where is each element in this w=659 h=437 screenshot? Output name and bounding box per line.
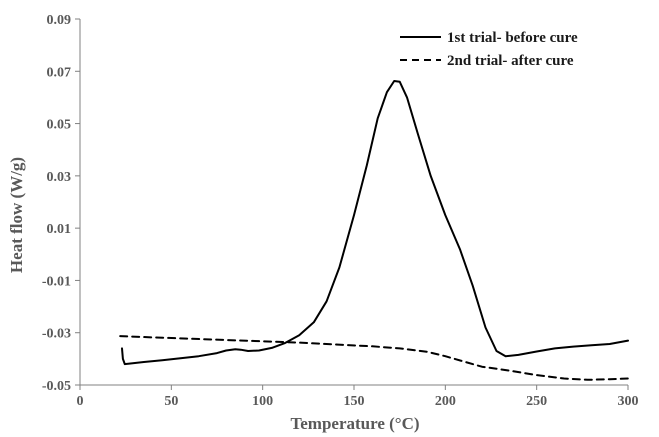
x-tick-label: 150 (344, 394, 365, 409)
legend-label-before-cure: 1st trial- before cure (447, 30, 578, 46)
y-tick-label: -0.05 (42, 379, 71, 394)
x-tick-label: 100 (252, 394, 273, 409)
x-axis-title: Temperature (°C) (290, 414, 419, 433)
y-tick-label: 0.03 (47, 170, 72, 185)
y-tick-label: 0.09 (47, 13, 72, 28)
legend-label-after-cure: 2nd trial- after cure (447, 53, 574, 69)
chart-axes: 0 50 100 150 200 250 300 -0.05 -0.03 -0.01 0.01 0.0… (42, 13, 639, 409)
x-tick-label: 50 (164, 394, 178, 409)
y-tick-label: -0.01 (42, 274, 71, 289)
y-axis-title: Heat flow (W/g) (7, 157, 26, 273)
x-tick-label: 250 (526, 394, 547, 409)
series-line-before-cure (121, 80, 629, 366)
chart-legend: 1st trial- before cure 2nd trial- after … (400, 30, 578, 69)
y-tick-label: 0.05 (47, 118, 72, 133)
y-tick-label: -0.03 (42, 327, 71, 342)
series-line-after-cure (119, 335, 629, 381)
x-tick-label: 300 (618, 394, 639, 409)
chart-series (119, 80, 629, 381)
y-tick-label: 0.01 (47, 222, 72, 237)
x-tick-label: 0 (77, 394, 84, 409)
y-tick-label: 0.07 (47, 65, 72, 80)
x-tick-label: 200 (435, 394, 456, 409)
